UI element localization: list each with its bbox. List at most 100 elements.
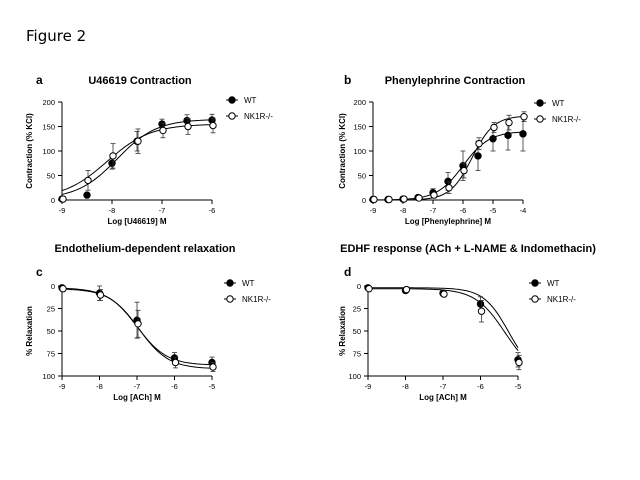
data-point-nk1r [490,123,498,132]
y-tick-label: 75 [353,350,361,359]
x-axis-label: Log [Phenylephrine] M [405,217,492,226]
x-tick-label: -6 [209,206,216,215]
y-axis-label: Contraction (% KCl) [25,113,34,189]
data-point-nk1r [109,152,117,160]
panel-letter: a [36,73,43,87]
legend-marker [531,279,539,287]
y-tick-label: 0 [51,196,55,205]
legend-label: NK1R-/- [244,112,273,121]
fit-curve-nk1r [373,116,524,201]
x-tick-label: -7 [440,382,447,391]
legend-marker [531,295,539,303]
data-point-nk1r [460,166,468,175]
panel-d: d EDHF response (ACh + L-NAME & Indometha… [338,243,596,402]
panel-letter: b [344,73,351,87]
data-point-nk1r [134,137,142,145]
data-point-wt [444,177,452,186]
x-axis-label: Log [ACh] M [419,393,467,402]
legend-marker [226,279,234,287]
data-point-nk1r [505,118,513,127]
legend-marker [536,99,544,107]
data-point-nk1r [59,195,67,203]
data-point-nk1r [59,285,67,293]
y-tick-label: 100 [348,372,361,381]
fit-curve-wt [368,287,519,348]
panel-a: a U46619 Contraction 0 50 100 150 200 -9 -8 -7 -6 L… [25,73,273,226]
y-tick-label: 150 [42,123,55,132]
data-point-nk1r [184,122,192,131]
y-tick-label: 50 [358,172,366,181]
data-point-wt [474,152,482,160]
panel-title: Phenylephrine Contraction [385,75,526,87]
legend-marker [228,112,236,120]
data-point-nk1r [400,195,408,203]
data-point-wt [83,191,91,199]
y-tick-label: 0 [51,282,55,291]
data-point-wt [476,300,485,308]
x-tick-label: -8 [400,206,407,215]
data-point-nk1r [515,358,523,367]
data-point-nk1r [430,191,438,199]
data-point-wt [519,130,527,138]
x-axis-label: Log [ACh] M [113,393,161,402]
y-tick-label: 25 [47,305,55,314]
panel-letter: d [344,265,351,279]
fit-curve-nk1r [368,288,519,351]
y-tick-label: 0 [362,196,366,205]
x-tick-label: -9 [59,382,66,391]
x-tick-label: -8 [109,206,116,215]
data-point-nk1r [385,195,393,204]
y-tick-label: 75 [47,350,55,359]
panel-title: Endothelium-dependent relaxation [55,243,236,255]
x-tick-label: -6 [171,382,178,391]
y-tick-label: 0 [357,282,361,291]
legend-label: WT [244,96,257,105]
y-axis-label: % Relaxation [25,306,34,356]
y-tick-label: 100 [353,147,366,156]
x-tick-label: -4 [520,206,527,215]
data-point-nk1r [365,285,373,293]
data-point-nk1r [96,291,105,299]
legend-label: WT [547,279,560,288]
y-tick-label: 50 [47,327,55,336]
data-point-nk1r [171,358,180,367]
panel-title: EDHF response (ACh + L-NAME & Indomethac… [340,243,596,255]
legend-label: NK1R-/- [242,295,271,304]
y-tick-label: 100 [42,147,55,156]
y-tick-label: 100 [42,372,55,381]
data-point-nk1r [475,139,483,148]
y-tick-label: 25 [353,305,361,314]
panel-c: c Endothelium-dependent relaxation 0 25 50 75… [25,243,271,402]
data-point-nk1r [415,194,423,202]
legend-label: WT [552,99,565,108]
data-point-nk1r [159,126,167,135]
data-point-wt [158,120,166,128]
data-point-nk1r [402,285,411,294]
data-point-nk1r [134,320,142,328]
legend-marker [536,115,544,123]
data-point-nk1r [440,290,448,298]
legend-label: NK1R-/- [547,295,576,304]
data-point-wt [489,135,497,143]
x-tick-label: -5 [515,382,522,391]
data-point-nk1r [84,176,92,185]
x-tick-label: -8 [96,382,103,391]
data-point-nk1r [445,184,453,192]
data-point-nk1r [209,121,217,130]
x-tick-label: -8 [402,382,409,391]
y-axis-label: % Relaxation [338,306,347,356]
panel-title: U46619 Contraction [88,75,192,87]
panel-b: b Phenylephrine Contraction 0 50 100 150 200 -9… [338,73,581,226]
data-point-nk1r [477,307,486,315]
fit-curve-wt [61,119,213,195]
x-tick-label: -7 [134,382,141,391]
x-tick-label: -5 [209,382,216,391]
legend-marker [228,96,236,104]
figure-title: Figure 2 [26,27,87,45]
data-point-nk1r [209,363,217,371]
y-tick-label: 200 [42,98,55,107]
x-tick-label: -9 [370,206,377,215]
legend-label: WT [242,279,255,288]
y-tick-label: 150 [353,123,366,132]
x-tick-label: -5 [490,206,497,215]
